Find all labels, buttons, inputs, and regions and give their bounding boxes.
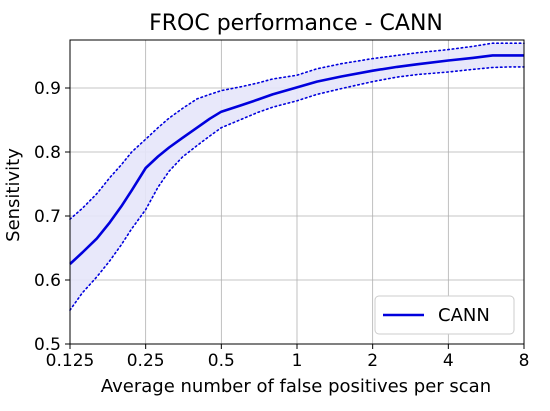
y-tick-label: 0.5	[34, 335, 61, 355]
chart-title: FROC performance - CANN	[149, 11, 443, 36]
confidence-band	[70, 43, 524, 311]
x-tick-label: 1	[292, 351, 303, 371]
legend-label: CANN	[438, 305, 490, 326]
lower-bound-line	[69, 66, 525, 311]
y-tick-label: 0.6	[34, 271, 61, 291]
x-axis-label: Average number of false positives per sc…	[101, 376, 491, 397]
legend: CANN	[374, 295, 515, 335]
x-tick-label: 0.25	[127, 351, 165, 371]
x-tick-label: 2	[367, 351, 378, 371]
legend-box	[374, 295, 515, 335]
y-tick-label: 0.7	[34, 207, 61, 227]
y-tick-label: 0.8	[34, 143, 61, 163]
series-line-cann	[69, 54, 524, 265]
x-tick-label: 8	[519, 351, 530, 371]
upper-bound-line	[69, 42, 525, 220]
x-tick-label: 4	[443, 351, 454, 371]
x-tick-label: 0.5	[208, 351, 235, 371]
y-axis-label: Sensitivity	[3, 148, 24, 242]
y-tick-label: 0.9	[34, 79, 61, 99]
x-tick-label: 0.125	[46, 351, 95, 371]
